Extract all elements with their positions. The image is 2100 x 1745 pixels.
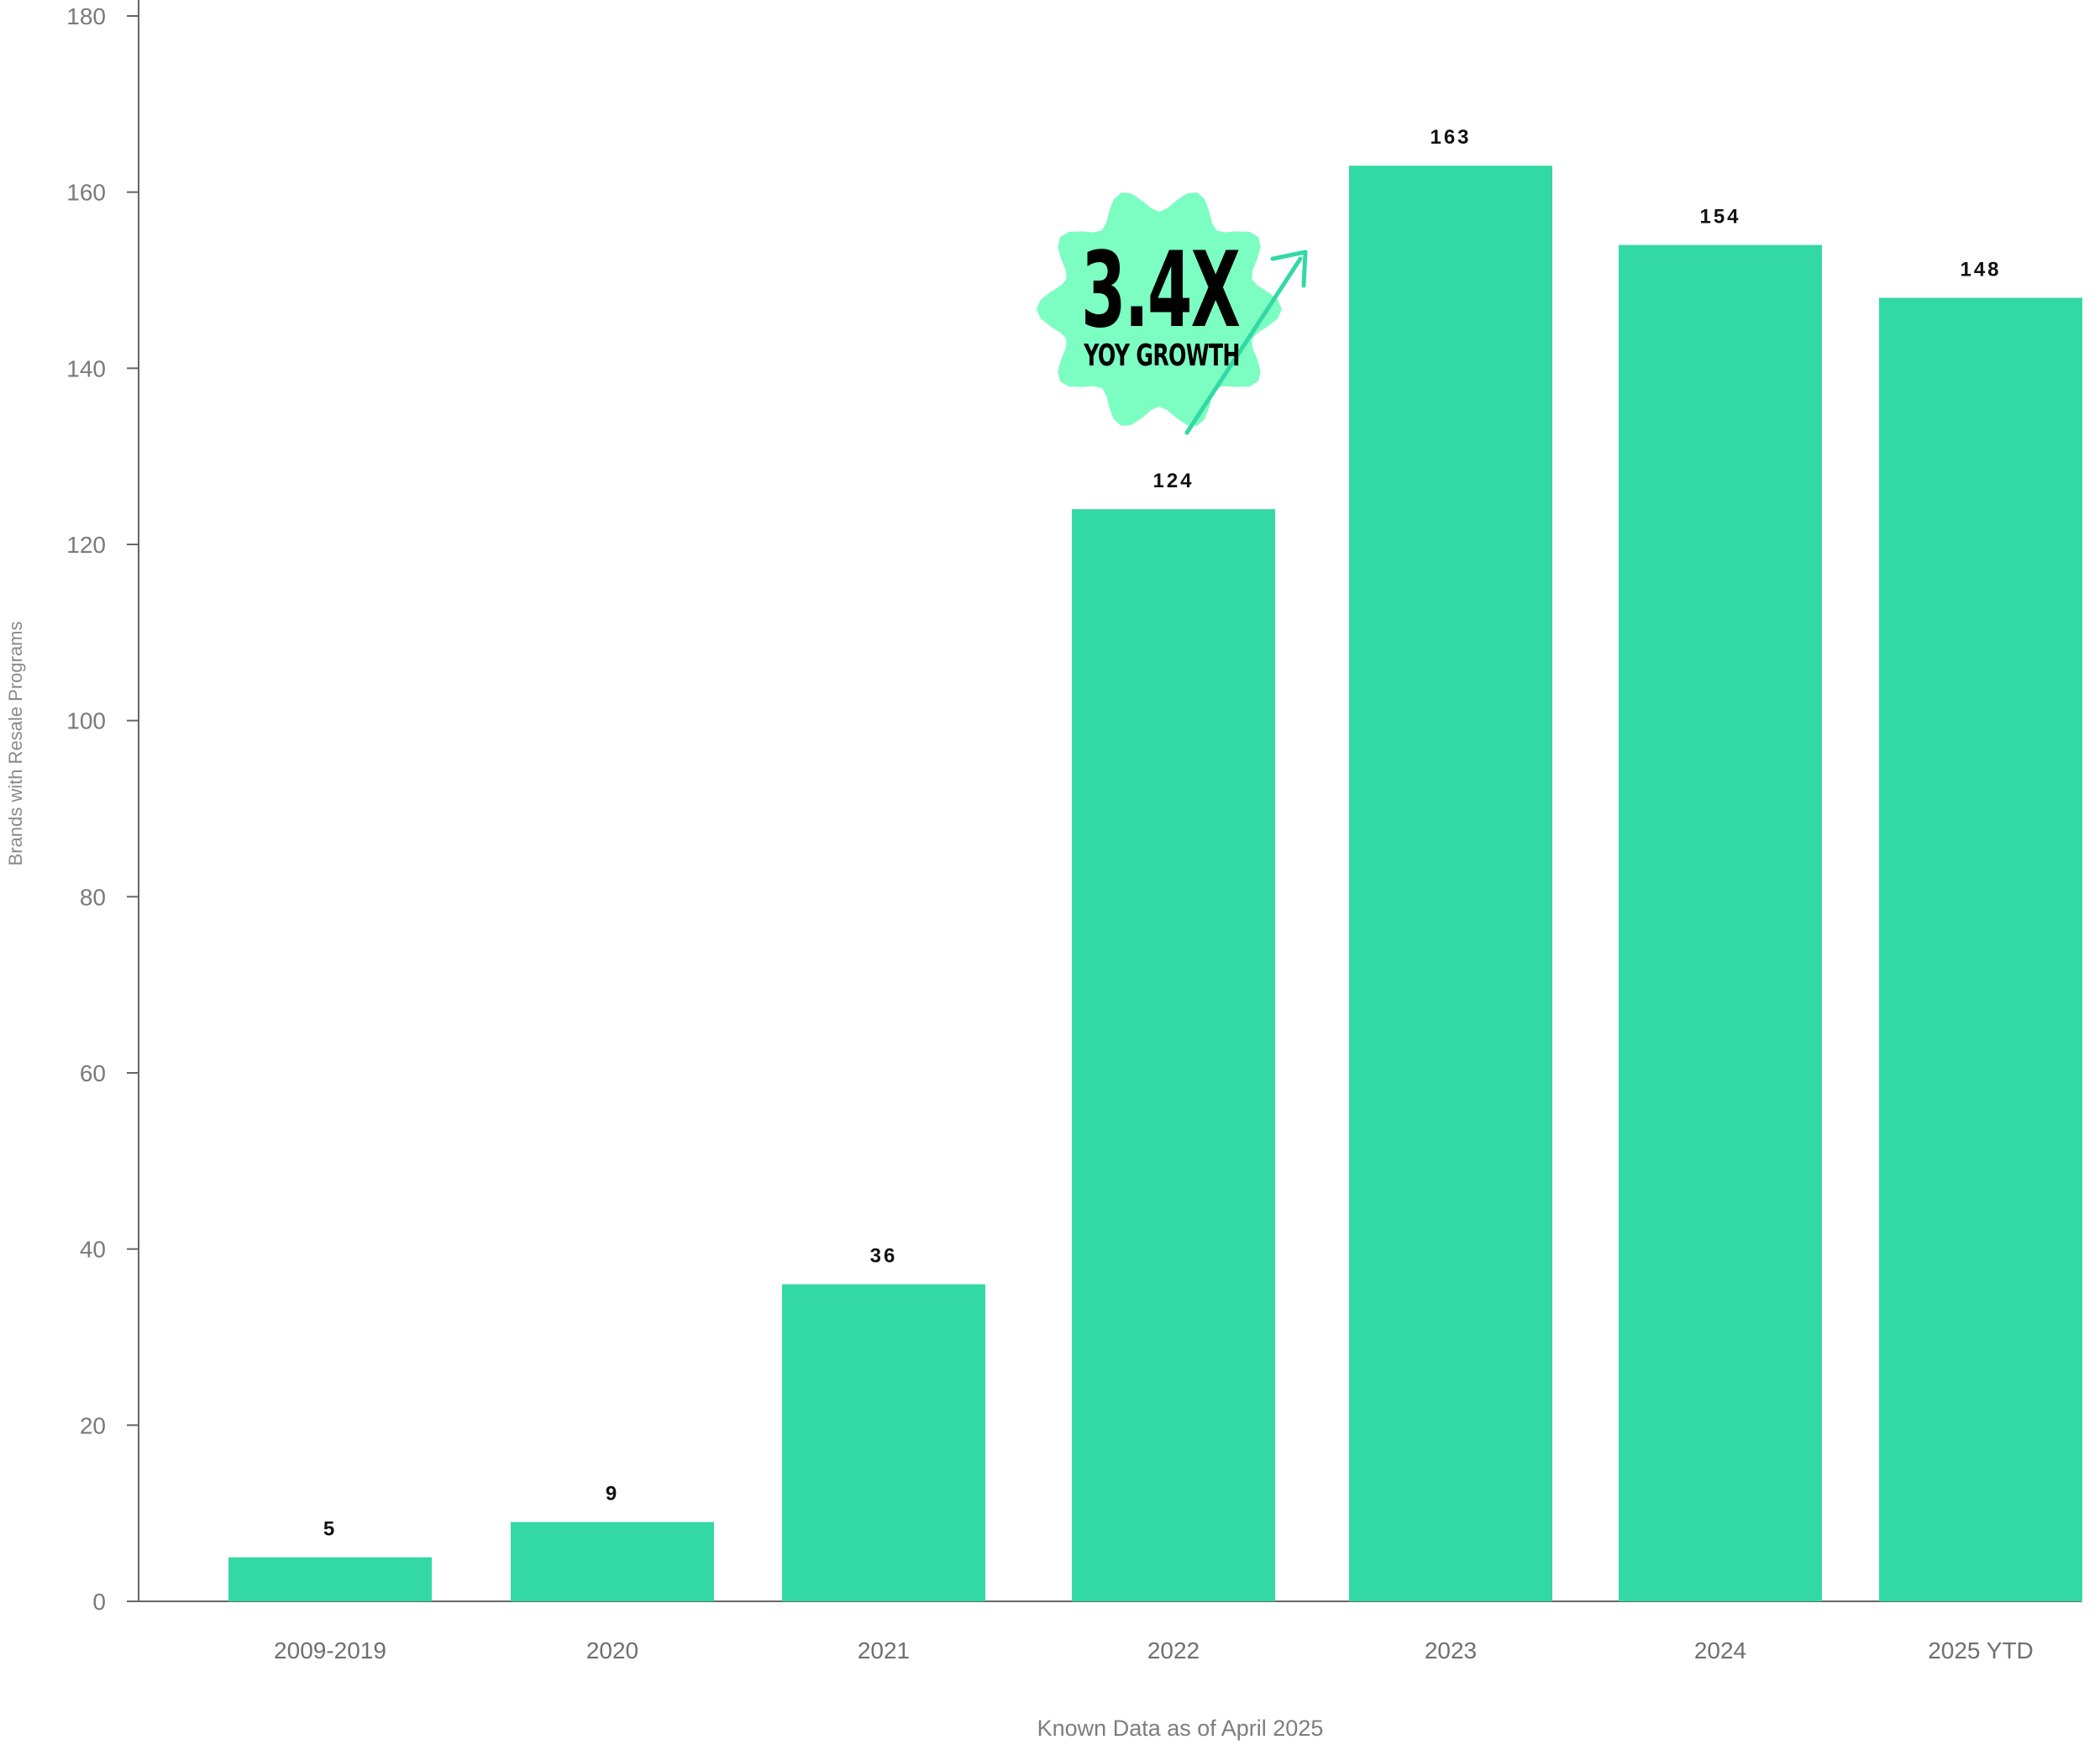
y-tick-label: 180 — [66, 3, 106, 29]
growth-headline: 3.4X — [1081, 230, 1240, 351]
x-tick-label: 2021 — [858, 1637, 910, 1664]
x-tick-label: 2020 — [586, 1637, 638, 1664]
y-tick-label: 60 — [80, 1060, 106, 1086]
y-tick-label: 20 — [80, 1412, 106, 1438]
x-tick-label: 2025 YTD — [1928, 1637, 2034, 1664]
bar — [1349, 166, 1552, 1601]
x-tick-label: 2022 — [1147, 1637, 1200, 1664]
y-tick-label: 120 — [66, 532, 106, 558]
y-tick-label: 40 — [80, 1237, 106, 1263]
x-tick-label: 2024 — [1694, 1637, 1746, 1664]
y-tick-label: 140 — [66, 355, 106, 381]
y-tick-label: 0 — [92, 1589, 106, 1615]
bar — [1072, 509, 1275, 1601]
bar-value-label: 5 — [323, 1518, 337, 1541]
y-tick-label: 80 — [80, 884, 106, 910]
x-tick-label: 2023 — [1425, 1637, 1477, 1664]
bar-value-label: 124 — [1152, 470, 1194, 492]
arrow-shaft — [1184, 256, 1303, 435]
bar — [228, 1557, 432, 1601]
labels: 0 20 40 60 80 100 120 140 160 180 5 2009-2019 9 2020 3… — [5, 3, 2034, 1741]
bar-value-label: 163 — [1430, 126, 1471, 149]
bar-value-label: 9 — [606, 1483, 619, 1506]
bar — [1619, 244, 1822, 1602]
bars — [228, 166, 2082, 1602]
arrow-up-right-icon — [1270, 250, 1308, 288]
x-tick-label: 2009-2019 — [274, 1637, 386, 1664]
bar — [1879, 297, 2082, 1601]
bar — [511, 1522, 714, 1601]
bar-value-label: 154 — [1699, 206, 1740, 229]
y-axis-title: Brands with Resale Programs — [5, 621, 26, 865]
bar — [782, 1284, 985, 1601]
starburst-icon — [1037, 192, 1282, 426]
x-axis-title: Known Data as of April 2025 — [1037, 1716, 1324, 1741]
bar-value-label: 36 — [870, 1245, 898, 1268]
bar-value-label: 148 — [1960, 258, 2001, 281]
y-tick-label: 160 — [66, 180, 106, 206]
growth-subline: YOY GROWTH — [1083, 339, 1239, 374]
y-tick-label: 100 — [66, 708, 106, 734]
